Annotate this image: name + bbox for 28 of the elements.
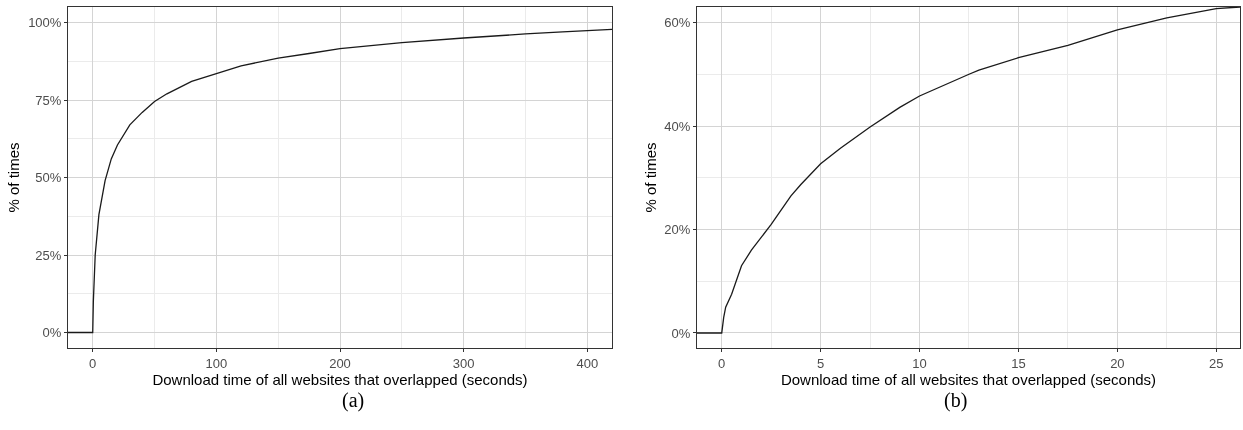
x-tick-label: 20 (1110, 355, 1125, 371)
y-axis-title: % of times (641, 142, 659, 213)
line-series (697, 7, 1240, 334)
x-axis-title: Download time of all websites that overlapped (seconds) (152, 370, 528, 388)
y-tick-label: 50% (35, 170, 62, 186)
line-series (68, 28, 612, 334)
x-tick-label: 5 (817, 355, 825, 371)
y-tick-label: 60% (664, 15, 691, 31)
x-tick-label: 400 (576, 355, 599, 371)
x-tick-label: 100 (205, 355, 228, 371)
y-tick-label: 20% (664, 222, 691, 238)
y-tick-label: 40% (664, 118, 691, 134)
x-tick-label: 0 (718, 355, 726, 371)
y-tick-label: 0% (42, 325, 62, 341)
text: (a) (342, 389, 365, 412)
y-tick-label: 0% (671, 325, 691, 341)
x-tick-label: 10 (912, 355, 927, 371)
x-tick-label: 300 (452, 355, 475, 371)
y-axis-title: % of times (5, 142, 23, 213)
y-tick-label: 25% (35, 247, 62, 263)
x-tick-label: 200 (329, 355, 351, 371)
x-tick-label: 0 (89, 355, 97, 371)
text: (b) (944, 389, 968, 412)
x-axis-title: Download time of all websites that overlapped (seconds) (780, 370, 1157, 388)
y-tick-label: 100% (28, 15, 62, 31)
y-tick-label: 75% (35, 92, 62, 108)
x-tick-label: 25 (1209, 355, 1224, 371)
x-tick-label: 15 (1011, 355, 1026, 371)
